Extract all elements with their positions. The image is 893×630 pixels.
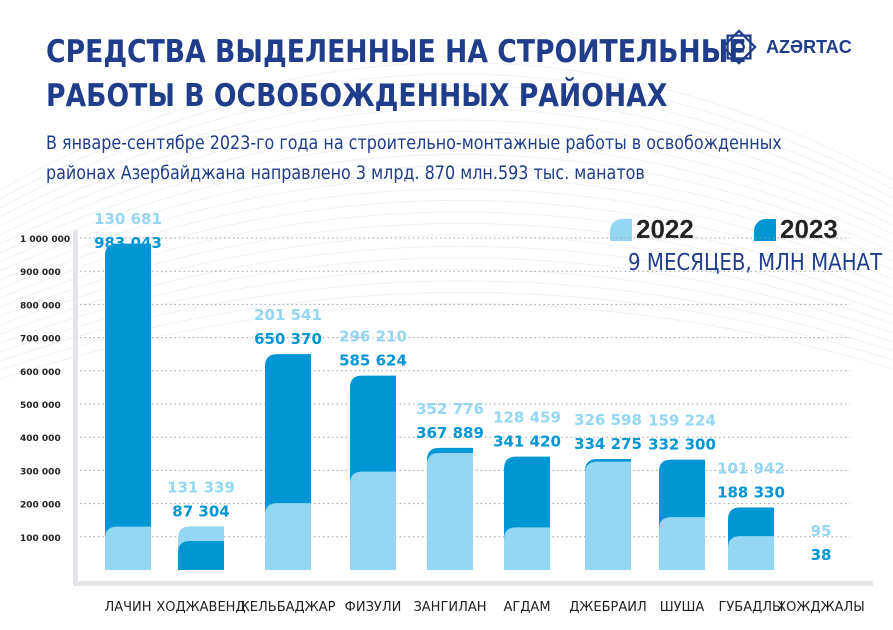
bar-2022 xyxy=(427,452,473,570)
y-tick-label: 100 000 xyxy=(20,534,61,544)
legend-item-2022: 2022 xyxy=(610,214,694,245)
x-category-label: АГДАМ xyxy=(503,600,550,615)
y-tick-label: 900 000 xyxy=(20,268,61,278)
subtitle-line-1: В январе-сентябре 2023-го года на строит… xyxy=(46,132,782,154)
data-label-2023: 367 889 xyxy=(416,424,484,442)
x-category-label: КЕЛЬБАДЖАР xyxy=(241,600,336,615)
data-label-2023: 87 304 xyxy=(172,502,229,520)
subtitle-line-2: районах Азербайджана направлено 3 млрд. … xyxy=(46,162,645,184)
data-label-2022: 95 xyxy=(811,522,832,540)
x-category-label: ХОДЖАВЕНД xyxy=(156,600,245,615)
legend-item-2023: 2023 xyxy=(754,214,838,245)
data-label-2022: 159 224 xyxy=(648,412,716,430)
data-label-2023: 341 420 xyxy=(493,433,561,451)
data-label-2022: 128 459 xyxy=(493,409,561,427)
data-label-2022: 296 210 xyxy=(339,328,407,346)
data-label-2022: 131 339 xyxy=(167,478,235,496)
x-category-label: ЛАЧИН xyxy=(104,600,151,615)
data-label-2022: 201 541 xyxy=(254,306,322,324)
subtitle: В январе-сентябре 2023-го года на строит… xyxy=(46,128,782,188)
legend-swatch-2023 xyxy=(754,218,776,241)
data-label-2023: 38 xyxy=(811,546,832,564)
x-category-label: ГУБАДЛЫ xyxy=(718,600,783,615)
y-tick-label: 600 000 xyxy=(20,368,61,378)
bar-2022 xyxy=(728,536,774,570)
x-category-label: ФИЗУЛИ xyxy=(345,600,402,615)
y-tick-label: 800 000 xyxy=(20,301,61,311)
data-label-2023: 585 624 xyxy=(339,352,407,370)
y-tick-label: 1 000 000 xyxy=(20,235,70,245)
logo-text: AZƏRTAC xyxy=(766,36,852,57)
y-axis xyxy=(73,230,78,585)
title-line-1: СРЕДСТВА ВЫДЕЛЕННЫЕ НА СТРОИТЕЛЬНЫЕ xyxy=(46,34,747,70)
rosette-icon xyxy=(721,29,757,65)
bar-2022 xyxy=(350,471,396,570)
data-label-2023: 188 330 xyxy=(717,483,785,501)
x-axis xyxy=(73,581,873,586)
title-line-2: РАБОТЫ В ОСВОБОЖДЕННЫХ РАЙОНАХ xyxy=(46,78,668,114)
bar-2022 xyxy=(504,527,550,570)
data-label-2022: 101 942 xyxy=(717,459,785,477)
bar-2022 xyxy=(585,461,631,570)
y-tick-label: 700 000 xyxy=(20,335,61,345)
x-category-label: ХОЖДЖАЛЫ xyxy=(777,600,864,615)
azertac-logo: AZƏRTAC xyxy=(720,28,852,66)
data-label-2022: 326 598 xyxy=(574,411,642,429)
bar-2022 xyxy=(659,517,705,570)
data-label-2022: 352 776 xyxy=(416,400,484,418)
data-label-2023: 650 370 xyxy=(254,330,322,348)
x-category-label: ШУША xyxy=(660,600,705,615)
x-category-label: ДЖЕБРАИЛ xyxy=(569,600,647,615)
data-label-2023: 334 275 xyxy=(574,435,642,453)
y-tick-label: 500 000 xyxy=(20,401,61,411)
data-label-2023: 332 300 xyxy=(648,436,716,454)
bar-2023 xyxy=(178,541,224,570)
data-label-2023: 983 043 xyxy=(94,234,162,252)
legend-label-2022: 2022 xyxy=(636,214,694,244)
data-label-2022: 130 681 xyxy=(94,210,162,228)
y-tick-label: 400 000 xyxy=(20,434,61,444)
bar-2022 xyxy=(105,526,151,570)
y-tick-label: 300 000 xyxy=(20,467,61,477)
x-category-label: ЗАНГИЛАН xyxy=(413,600,486,615)
y-tick-label: 200 000 xyxy=(20,501,61,511)
bar-2023 xyxy=(105,243,151,570)
legend-swatch-2022 xyxy=(610,218,632,241)
bar-2022 xyxy=(265,503,311,570)
page-title: СРЕДСТВА ВЫДЕЛЕННЫЕ НА СТРОИТЕЛЬНЫЕ РАБО… xyxy=(46,30,747,118)
legend-label-2023: 2023 xyxy=(780,214,838,244)
